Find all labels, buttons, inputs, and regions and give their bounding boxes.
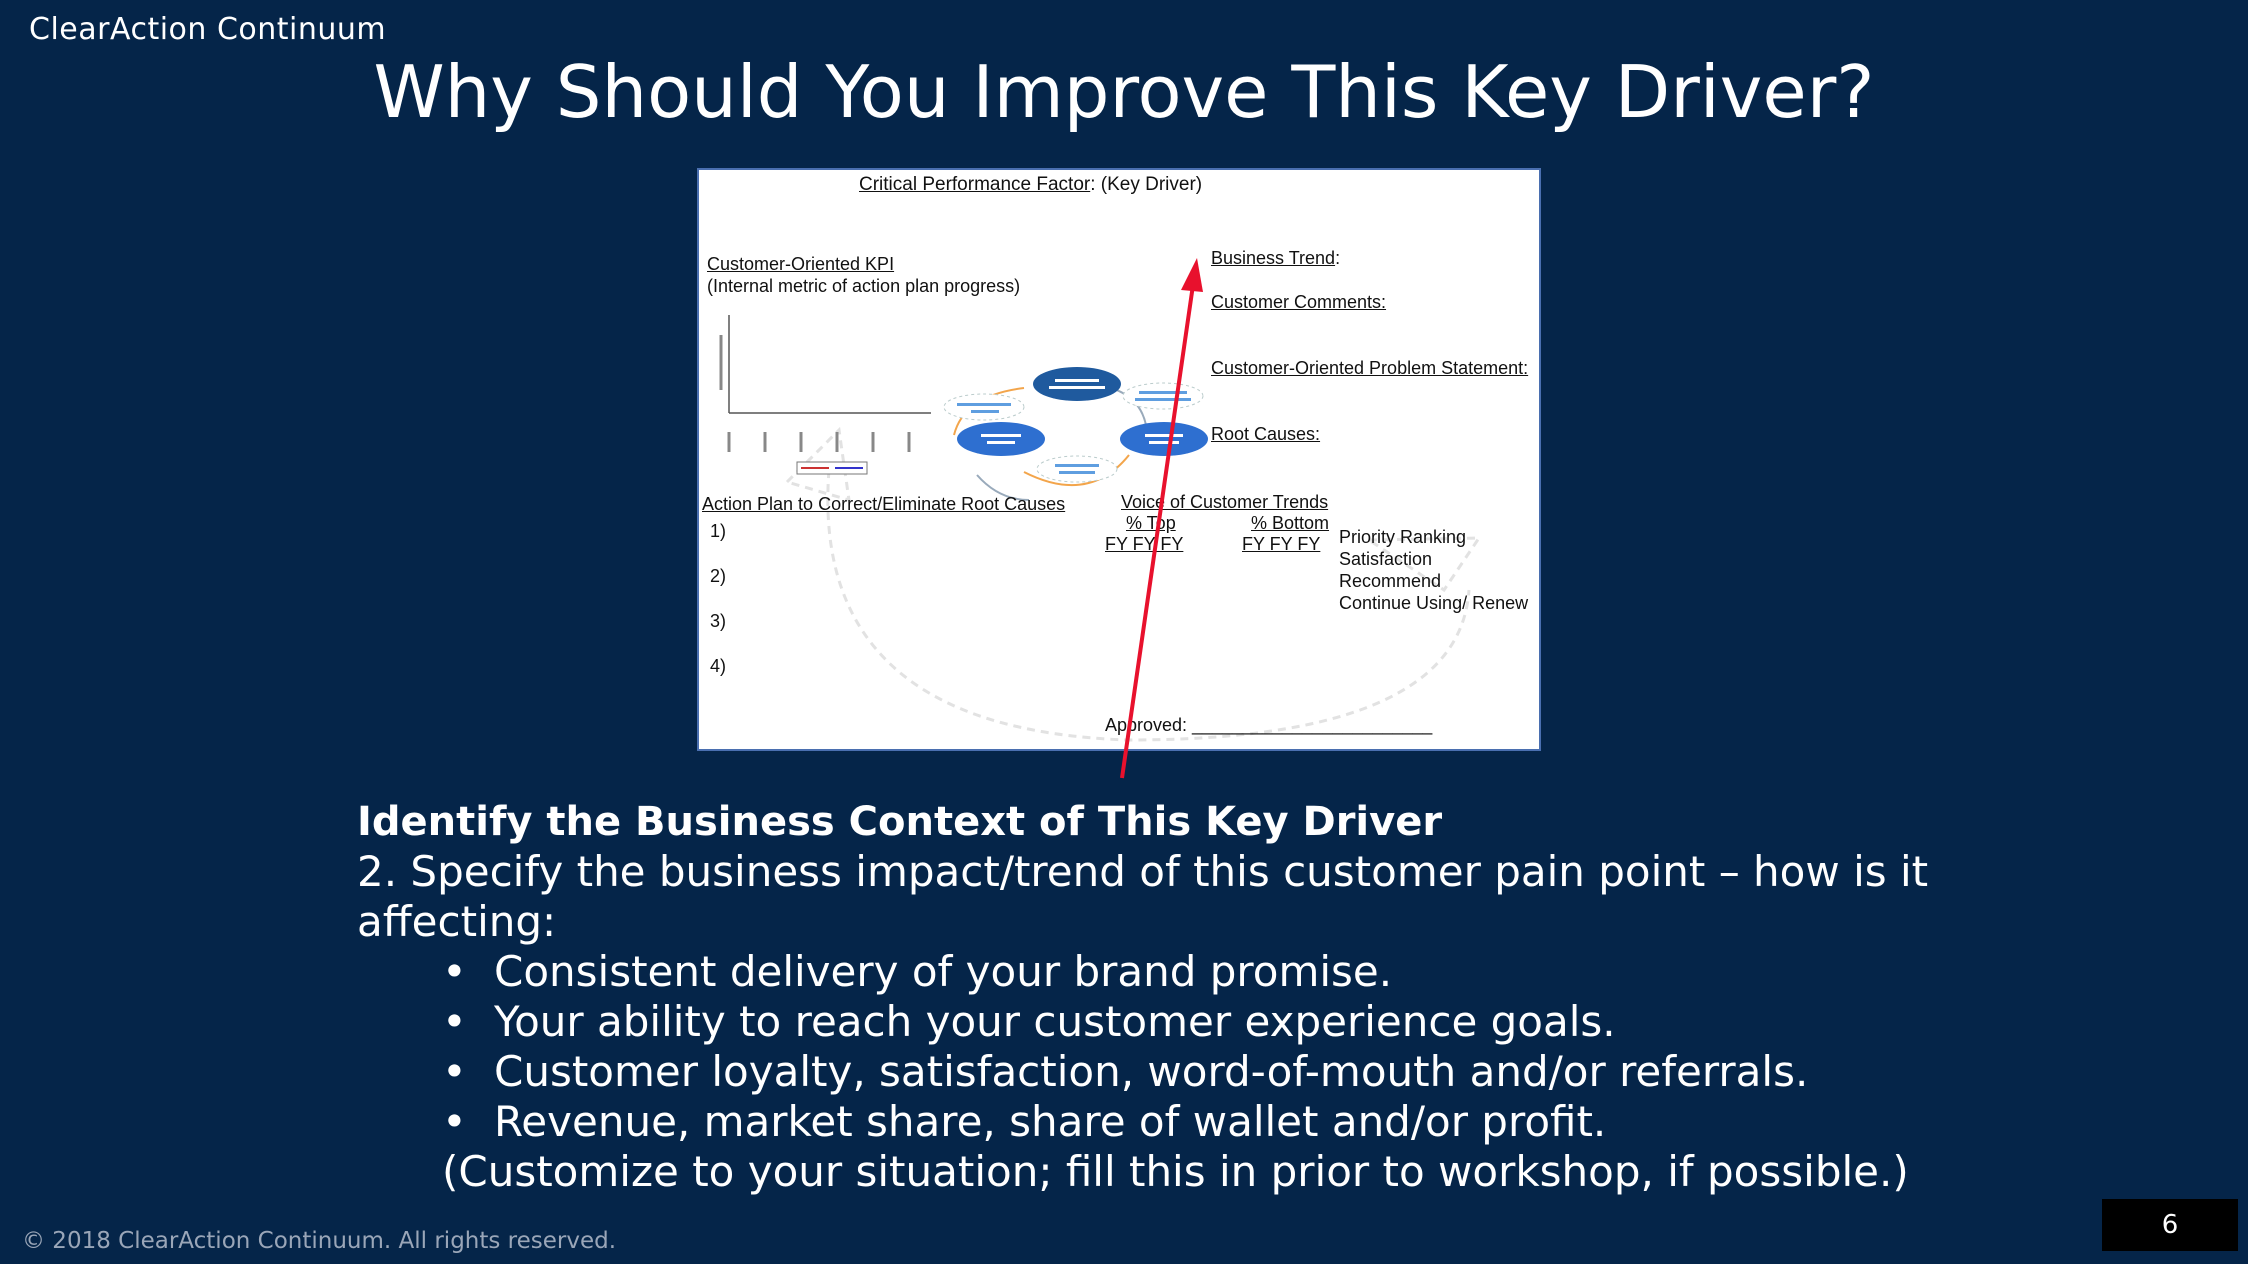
action-plan-metrics-node	[957, 422, 1045, 456]
voc-trends-heading: Voice of Customer Trends	[1121, 492, 1329, 512]
background-arrowhead-right	[1364, 536, 1482, 593]
list-item: • Your ability to reach your customer exp…	[442, 997, 1957, 1047]
content-note: (Customize to your situation; fill this …	[442, 1147, 1909, 1196]
pct-top: % Top	[1126, 513, 1176, 533]
kpi-sub: (Internal metric of action plan progress…	[707, 276, 1021, 296]
action-item-1: 1)	[710, 521, 727, 541]
bullet-icon: •	[442, 1097, 467, 1146]
page-number: 6	[2102, 1199, 2238, 1251]
metric-satisfaction: Satisfaction	[1339, 549, 1433, 569]
communicate-bubble	[943, 393, 1025, 421]
action-item-3: 3)	[710, 611, 727, 631]
cpf-rest: : (Key Driver)	[1090, 174, 1203, 195]
bullet-text: Revenue, market share, share of wallet a…	[494, 1097, 1607, 1146]
metric-recommend: Recommend	[1339, 571, 1442, 591]
business-trend: Business Trend:	[1211, 248, 1340, 269]
fy-top: FY FY FY	[1105, 534, 1184, 554]
mini-chart-ticks	[727, 432, 911, 452]
mini-chart-legend	[796, 461, 868, 475]
cycle-connector-4	[976, 474, 1030, 501]
bullet-icon: •	[442, 947, 467, 996]
content-intro: 2. Specify the business impact/trend of …	[357, 847, 1929, 946]
bullet-icon: •	[442, 997, 467, 1046]
action-item-4: 4)	[710, 656, 727, 676]
content-heading: Identify the Business Context of This Ke…	[357, 799, 1443, 845]
list-item: • Revenue, market share, share of wallet …	[442, 1097, 1957, 1147]
customer-feedback-node	[1120, 422, 1208, 456]
cycle-diagram	[719, 315, 1482, 742]
brand-name: ClearAction Continuum	[29, 12, 387, 47]
root-causes: Root Causes:	[1211, 424, 1321, 444]
content-block: Identify the Business Context of This Ke…	[357, 797, 1957, 1197]
customer-comments: Customer Comments:	[1211, 292, 1387, 312]
bullet-text: Your ability to reach your customer expe…	[494, 997, 1616, 1046]
slide-title: Why Should You Improve This Key Driver?	[373, 50, 1875, 134]
bullet-text: Consistent delivery of your brand promis…	[494, 947, 1393, 996]
kpi-label: Customer-Oriented KPI	[707, 254, 895, 274]
metric-continue-using: Continue Using/ Renew	[1339, 593, 1529, 613]
bullet-icon: •	[442, 1047, 467, 1096]
performance-factor-form: Critical Performance Factor: (Key Driver…	[697, 168, 1541, 751]
list-item: • Consistent delivery of your brand promi…	[442, 947, 1957, 997]
bullet-text: Customer loyalty, satisfaction, word-of-…	[494, 1047, 1809, 1096]
fy-bottom: FY FY FY	[1242, 534, 1321, 554]
list-item: • Customer loyalty, satisfaction, word-of…	[442, 1047, 1957, 1097]
capture-bubble	[1122, 382, 1204, 410]
cycle-connector-3	[1023, 454, 1130, 487]
problem-statement: Customer-Oriented Problem Statement:	[1211, 358, 1529, 378]
business-trend-label: Business Trend	[1211, 248, 1336, 268]
copyright-footer: © 2018 ClearAction Continuum. All rights…	[22, 1228, 617, 1254]
pct-bottom: % Bottom	[1251, 513, 1330, 533]
business-trend-colon: :	[1335, 248, 1341, 268]
customer-perceptions-node	[1033, 367, 1121, 401]
impact-list: • Consistent delivery of your brand promi…	[357, 947, 1957, 1147]
approved-line: Approved: ________________________	[1105, 715, 1433, 735]
metric-priority-ranking: Priority Ranking	[1339, 527, 1467, 547]
action-plan-heading: Action Plan to Correct/Eliminate Root Ca…	[702, 494, 1066, 514]
action-item-2: 2)	[710, 566, 727, 586]
cpf-label: Critical Performance Factor	[859, 174, 1091, 195]
cpf-heading: Critical Performance Factor: (Key Driver…	[859, 174, 1202, 196]
create-bubble	[1036, 455, 1118, 483]
